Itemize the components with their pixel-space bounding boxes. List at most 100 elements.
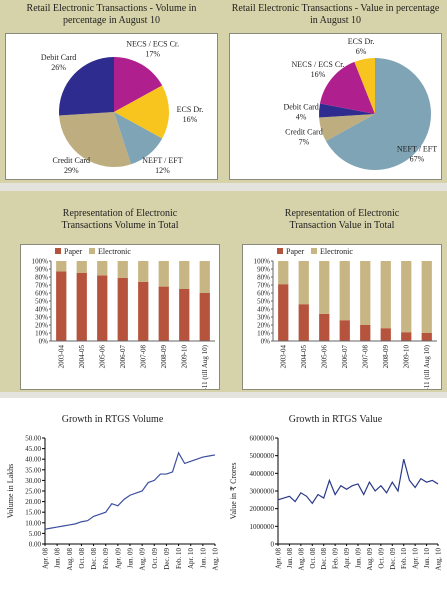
slice-value: 17%: [145, 50, 160, 59]
x-tick-label: Feb. 09: [332, 548, 340, 570]
bar-segment: [179, 289, 190, 341]
slice-value: 16%: [311, 70, 326, 79]
y-tick-label: 50%: [257, 298, 270, 306]
bar-segment: [360, 261, 371, 325]
y-tick-label: 80%: [35, 274, 48, 282]
chart: 0%10%20%30%40%50%60%70%80%90%100% Paper El…: [20, 244, 220, 390]
slice-value: 12%: [155, 166, 170, 175]
y-tick-label: 90%: [257, 266, 270, 274]
bar-segment: [319, 261, 330, 314]
pie-slice: [354, 58, 375, 114]
bar-segment: [380, 261, 391, 329]
chart: NECS / ECS Cr.17% ECS Dr.16% NEFT / EFT12%…: [5, 33, 218, 180]
pie-slice: [59, 112, 131, 167]
bar-segment: [380, 328, 391, 341]
x-tick-label: Apr. 09: [114, 548, 122, 570]
y-tick-label: 70%: [35, 282, 48, 290]
slice-label: ECS Dr.: [348, 37, 375, 46]
chart-box: Retail Electronic Transactions - Volume …: [5, 3, 218, 180]
y-tick-label: 20%: [35, 322, 48, 330]
bar-segment: [158, 261, 169, 287]
y-tick-label: 6000000: [250, 435, 275, 443]
x-tick-label: Jun. 10: [199, 548, 207, 569]
y-tick-label: 10%: [35, 330, 48, 338]
pie-slice: [114, 112, 163, 165]
bar-segment: [97, 275, 108, 341]
x-tick-label: 2008-09: [382, 345, 390, 369]
y-tick-label: 2000000: [250, 505, 275, 513]
bar-segment: [97, 261, 108, 276]
x-tick-label: Aug. 09: [139, 548, 147, 571]
legend-swatch: [277, 248, 283, 254]
x-tick-label: Apr. 08: [275, 548, 283, 570]
x-tick-label: 2006-07: [341, 345, 349, 369]
x-tick-label: 2004-05: [78, 345, 86, 369]
x-tick-label: 2007-08: [139, 345, 147, 369]
x-tick-label: Feb. 10: [175, 548, 183, 570]
y-tick-label: 35.00: [25, 466, 41, 474]
slice-label: Debit Card: [283, 102, 318, 111]
legend-label: Paper: [64, 247, 83, 256]
slice-label: NEFT / EFT: [397, 145, 437, 154]
bar-segment: [339, 320, 350, 341]
bar-segment: [319, 313, 330, 341]
y-tick-label: 50.00: [25, 435, 41, 443]
y-tick-label: 10.00: [25, 519, 41, 527]
chart-title: Retail Electronic Transactions - Volume …: [26, 3, 197, 26]
x-tick-label: 2009-10: [180, 345, 188, 369]
legend-label: Paper: [286, 247, 305, 256]
x-tick-label: 2005-06: [320, 345, 328, 369]
bar-segment: [179, 261, 190, 289]
x-tick-label: Apr. 08: [42, 548, 50, 570]
slice-value: 4%: [296, 112, 307, 121]
x-tick-label: Aug. 09: [366, 548, 374, 571]
pie-slice: [58, 57, 114, 116]
slice-value: 26%: [51, 63, 66, 72]
x-tick-label: Oct. 09: [151, 548, 159, 569]
data-line: [277, 459, 439, 505]
x-tick-label: 2006-07: [119, 345, 127, 369]
bar-segment: [199, 293, 210, 341]
bar-segment: [56, 271, 67, 341]
slice-label: NEFT / EFT: [142, 156, 182, 165]
bar-segment: [117, 277, 128, 341]
bar-segment: [158, 286, 169, 341]
x-tick-label: Dec. 08: [320, 548, 328, 570]
separator: [0, 183, 447, 191]
y-tick-label: 4000000: [250, 470, 275, 478]
y-tick-label: 0.00: [29, 541, 42, 549]
slice-value: 7%: [299, 138, 310, 147]
chart-title: Growth in RTGS Volume: [61, 414, 164, 425]
bar-segment: [138, 261, 149, 282]
slice-label: Debit Card: [41, 53, 76, 62]
y-tick-label: 15.00: [25, 509, 41, 517]
x-tick-label: Jun. 09: [355, 548, 363, 569]
bar-segment: [298, 304, 309, 341]
slice-label: NECS / ECS Cr.: [292, 60, 345, 69]
y-tick-label: 50%: [35, 298, 48, 306]
bar-segment: [360, 325, 371, 341]
x-tick-label: Apr. 10: [187, 548, 195, 570]
bottom-section: [0, 392, 447, 590]
x-tick-label: 2003-04: [57, 345, 65, 369]
chart: 0.00 5.00 10.00 15.00 20.00 25.00 30.00 35.00 40…: [6, 435, 220, 571]
y-tick-label: 80%: [257, 274, 270, 282]
bar-segment: [298, 261, 309, 305]
chart-box: Retail Electronic Transactions - Value i…: [229, 3, 442, 180]
pie-slice: [114, 85, 169, 139]
y-tick-label: 5000000: [250, 452, 275, 460]
y-tick-label: 30.00: [25, 477, 41, 485]
legend-swatch: [55, 248, 61, 254]
slice-value: 6%: [356, 47, 367, 56]
x-tick-label: Aug. 08: [66, 548, 74, 571]
x-tick-label: Jun. 09: [127, 548, 135, 569]
pie-slice: [325, 58, 431, 170]
y-tick-label: 20.00: [25, 498, 41, 506]
y-tick-label: 3000000: [250, 488, 275, 496]
y-tick-label: 30%: [257, 314, 270, 322]
pie-slice: [114, 57, 163, 112]
y-tick-label: 40%: [35, 306, 48, 314]
x-tick-label: Jun. 10: [423, 548, 431, 569]
